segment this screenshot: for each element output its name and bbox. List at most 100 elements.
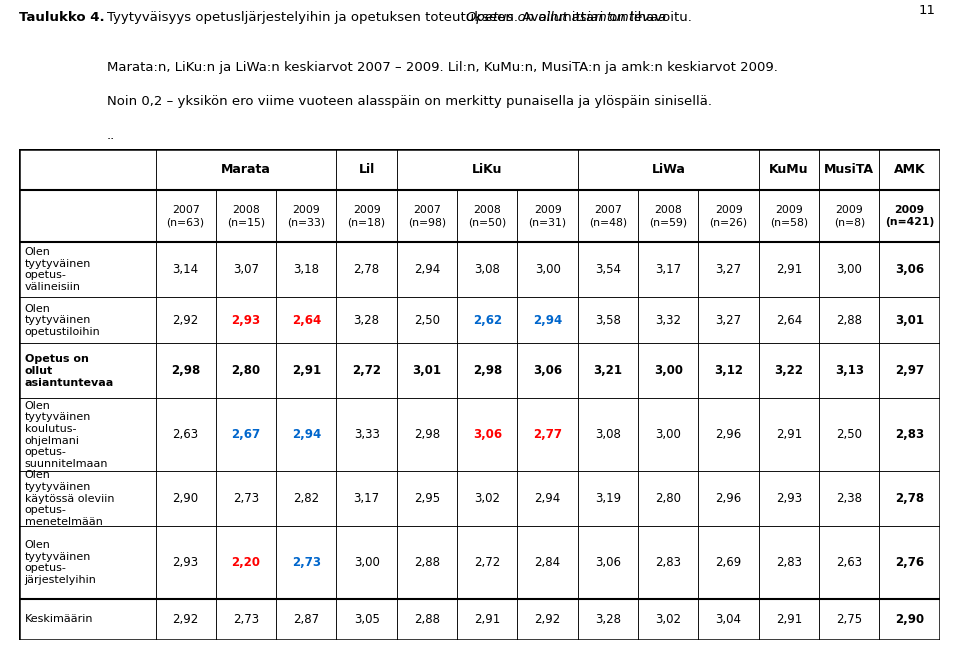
Bar bbox=[578, 344, 638, 399]
Text: 3,00: 3,00 bbox=[535, 263, 561, 276]
Text: 2,67: 2,67 bbox=[231, 428, 261, 441]
Bar bbox=[337, 191, 397, 242]
Bar bbox=[19, 191, 155, 242]
Text: 2,94: 2,94 bbox=[533, 314, 562, 327]
Bar bbox=[19, 599, 155, 640]
Bar bbox=[155, 297, 216, 344]
Text: 3,06: 3,06 bbox=[595, 556, 621, 569]
Text: 3,00: 3,00 bbox=[655, 428, 681, 441]
Bar bbox=[698, 242, 759, 297]
Bar bbox=[397, 149, 578, 191]
Text: 3,22: 3,22 bbox=[775, 364, 804, 377]
Bar bbox=[638, 399, 698, 471]
Text: Keskimäärin: Keskimäärin bbox=[25, 614, 93, 624]
Text: 2009
(n=8): 2009 (n=8) bbox=[833, 205, 865, 227]
Bar bbox=[276, 191, 337, 242]
Text: 2,87: 2,87 bbox=[293, 612, 319, 626]
Bar bbox=[216, 242, 276, 297]
Text: 2,94: 2,94 bbox=[292, 428, 321, 441]
Bar bbox=[155, 399, 216, 471]
Bar bbox=[759, 471, 819, 526]
Text: 3,19: 3,19 bbox=[595, 492, 621, 505]
Text: 3,06: 3,06 bbox=[473, 428, 502, 441]
Bar bbox=[698, 297, 759, 344]
Text: 2009
(n=18): 2009 (n=18) bbox=[347, 205, 386, 227]
Bar bbox=[397, 471, 457, 526]
Bar bbox=[337, 297, 397, 344]
Bar bbox=[698, 399, 759, 471]
Bar bbox=[879, 399, 940, 471]
Text: 3,58: 3,58 bbox=[595, 314, 620, 327]
Text: 2,92: 2,92 bbox=[534, 612, 561, 626]
Text: 2,92: 2,92 bbox=[173, 314, 199, 327]
Bar bbox=[578, 399, 638, 471]
Text: 2009
(n=58): 2009 (n=58) bbox=[770, 205, 808, 227]
Bar bbox=[457, 297, 518, 344]
Text: LiWa: LiWa bbox=[651, 163, 686, 176]
Text: 3,17: 3,17 bbox=[354, 492, 380, 505]
Bar bbox=[879, 526, 940, 599]
Bar bbox=[819, 297, 879, 344]
Text: 3,00: 3,00 bbox=[836, 263, 862, 276]
Bar bbox=[759, 191, 819, 242]
Text: 2,84: 2,84 bbox=[534, 556, 561, 569]
Bar bbox=[819, 599, 879, 640]
Bar bbox=[276, 599, 337, 640]
Bar bbox=[276, 297, 337, 344]
Bar bbox=[819, 399, 879, 471]
Text: 2,96: 2,96 bbox=[715, 428, 741, 441]
Bar bbox=[638, 191, 698, 242]
Bar bbox=[19, 242, 155, 297]
Bar bbox=[698, 471, 759, 526]
Bar bbox=[397, 297, 457, 344]
Bar bbox=[155, 191, 216, 242]
Text: 2,73: 2,73 bbox=[233, 492, 259, 505]
Bar bbox=[518, 344, 578, 399]
Bar bbox=[276, 242, 337, 297]
Text: 2,73: 2,73 bbox=[292, 556, 321, 569]
Bar bbox=[759, 242, 819, 297]
Text: 3,54: 3,54 bbox=[595, 263, 621, 276]
Bar bbox=[337, 149, 397, 191]
Bar bbox=[879, 242, 940, 297]
Bar bbox=[155, 471, 216, 526]
Text: 2,72: 2,72 bbox=[474, 556, 501, 569]
Bar bbox=[276, 344, 337, 399]
Bar bbox=[216, 526, 276, 599]
Bar bbox=[216, 344, 276, 399]
Text: 3,12: 3,12 bbox=[714, 364, 743, 377]
Bar bbox=[19, 149, 155, 191]
Text: 2,98: 2,98 bbox=[171, 364, 200, 377]
Text: 3,06: 3,06 bbox=[533, 364, 562, 377]
Bar bbox=[518, 242, 578, 297]
Text: 2,93: 2,93 bbox=[776, 492, 802, 505]
Bar bbox=[578, 297, 638, 344]
Text: 2,96: 2,96 bbox=[715, 492, 741, 505]
Bar bbox=[698, 599, 759, 640]
Bar bbox=[397, 399, 457, 471]
Text: on lihavoitu.: on lihavoitu. bbox=[604, 10, 691, 23]
Bar bbox=[155, 526, 216, 599]
Text: 2,94: 2,94 bbox=[414, 263, 440, 276]
Text: 3,14: 3,14 bbox=[173, 263, 199, 276]
Bar bbox=[337, 399, 397, 471]
Bar bbox=[337, 242, 397, 297]
Text: 2007
(n=63): 2007 (n=63) bbox=[167, 205, 204, 227]
Bar bbox=[397, 344, 457, 399]
Bar bbox=[879, 297, 940, 344]
Bar bbox=[19, 399, 155, 471]
Text: 2,90: 2,90 bbox=[173, 492, 199, 505]
Text: 2008
(n=59): 2008 (n=59) bbox=[649, 205, 688, 227]
Text: 2,73: 2,73 bbox=[233, 612, 259, 626]
Text: 2,63: 2,63 bbox=[836, 556, 862, 569]
Bar bbox=[518, 191, 578, 242]
Text: 3,28: 3,28 bbox=[595, 612, 621, 626]
Text: 2,95: 2,95 bbox=[414, 492, 440, 505]
Bar bbox=[216, 471, 276, 526]
Text: 3,21: 3,21 bbox=[594, 364, 622, 377]
Text: ..: .. bbox=[106, 129, 115, 141]
Text: 2007
(n=48): 2007 (n=48) bbox=[589, 205, 627, 227]
Bar bbox=[216, 297, 276, 344]
Bar bbox=[879, 344, 940, 399]
Text: 2,80: 2,80 bbox=[231, 364, 261, 377]
